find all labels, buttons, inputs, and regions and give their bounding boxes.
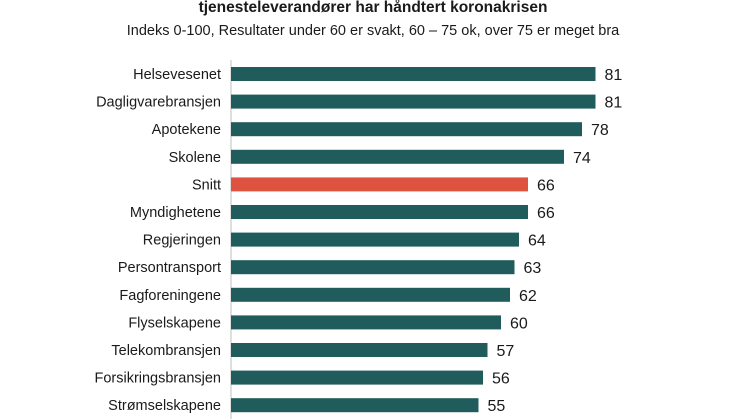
bar-snitt	[231, 177, 528, 192]
bar-persontransport	[231, 260, 515, 275]
value-label-regjeringen: 64	[528, 233, 546, 250]
bar-telekombransjen	[231, 343, 488, 357]
category-label-fagforeningene: Fagforeningene	[119, 288, 221, 304]
bar-dagligvarebransjen	[231, 94, 596, 109]
value-label-persontransport: 63	[524, 260, 542, 277]
category-label-dagligvarebransjen: Dagligvarebransjen	[96, 95, 221, 111]
bar-apotekene	[231, 122, 582, 137]
value-label-skolene: 74	[573, 150, 591, 167]
value-label-snitt: 66	[537, 177, 555, 194]
chart-subtitle: Indeks 0-100, Resultater under 60 er sva…	[127, 23, 620, 39]
category-label-regjeringen: Regjeringen	[143, 233, 221, 249]
category-label-myndighetene: Myndighetene	[130, 205, 221, 221]
bar-myndighetene	[231, 205, 528, 219]
bar-regjeringen	[231, 232, 519, 247]
bar-forsikringsbransjen	[231, 370, 483, 385]
chart-title: tjenesteleverandører har håndtert korona…	[199, 0, 548, 16]
value-label-helsevesenet: 81	[605, 67, 623, 84]
value-label-dagligvarebransjen: 81	[605, 95, 623, 112]
category-label-persontransport: Persontransport	[118, 260, 221, 276]
bar-skolene	[231, 149, 564, 164]
category-label-skolene: Skolene	[169, 150, 221, 166]
value-label-forsikringsbransjen: 56	[492, 371, 510, 388]
bars-group: Helsevesenet 81 Dagligvarebransjen 81 Apotek…	[94, 67, 622, 415]
bar-strømselskapene	[231, 398, 479, 413]
value-label-telekombransjen: 57	[497, 343, 515, 360]
category-label-flyselskapene: Flyselskapene	[128, 315, 221, 331]
bar-helsevesenet	[231, 67, 596, 81]
category-label-strømselskapene: Strømselskapene	[108, 398, 221, 414]
category-label-forsikringsbransjen: Forsikringsbransjen	[94, 371, 221, 387]
bar-flyselskapene	[231, 315, 501, 330]
value-label-strømselskapene: 55	[488, 398, 506, 415]
value-label-flyselskapene: 60	[510, 315, 528, 332]
category-label-helsevesenet: Helsevesenet	[133, 67, 221, 83]
bar-fagforeningene	[231, 287, 510, 302]
value-label-myndighetene: 66	[537, 205, 555, 222]
category-label-snitt: Snitt	[192, 177, 221, 193]
category-label-telekombransjen: Telekombransjen	[111, 343, 221, 359]
value-label-apotekene: 78	[591, 122, 609, 139]
value-label-fagforeningene: 62	[519, 288, 537, 305]
category-label-apotekene: Apotekene	[152, 122, 221, 138]
